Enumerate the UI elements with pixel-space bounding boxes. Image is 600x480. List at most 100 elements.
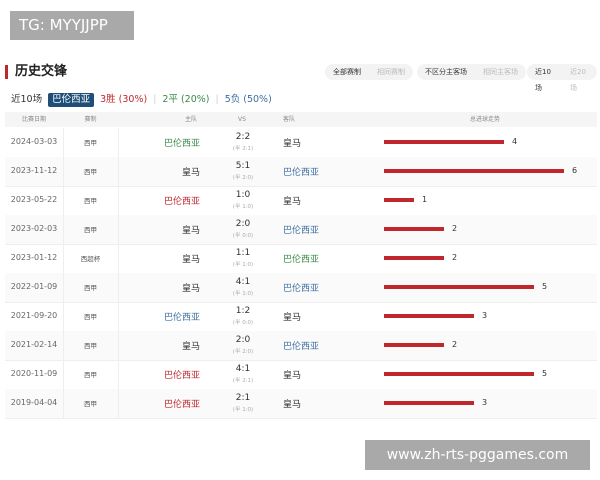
half-score: (半 1:0) bbox=[232, 204, 254, 210]
filter-last10[interactable]: 近10场 bbox=[535, 68, 551, 92]
table-row[interactable]: 2024-03-03 西甲 巴伦西亚 2:2 (半 2:1) 皇马 4 bbox=[5, 128, 597, 158]
col-comp: 赛制 bbox=[84, 116, 97, 123]
goals-count: 5 bbox=[542, 282, 548, 291]
goals-bar bbox=[384, 140, 504, 144]
half-score: (半 2:1) bbox=[232, 378, 254, 384]
goals-count: 2 bbox=[452, 253, 458, 262]
match-date: 2020-11-09 bbox=[10, 369, 58, 378]
losses: 5负 (50%) bbox=[224, 94, 272, 105]
half-score: (半 1:0) bbox=[232, 291, 254, 297]
table-row[interactable]: 2021-09-20 西甲 巴伦西亚 1:2 (半 0:0) 皇马 3 bbox=[5, 302, 597, 332]
col-date: 比赛日期 bbox=[21, 116, 46, 123]
home-team[interactable]: 皇马 bbox=[181, 342, 200, 352]
home-team[interactable]: 巴伦西亚 bbox=[163, 371, 200, 381]
table-row[interactable]: 2023-01-12 西超杯 皇马 1:1 (半 1:0) 巴伦西亚 2 bbox=[5, 244, 597, 274]
table-header: 比赛日期 赛制 主队 VS 客队 总进球走势 bbox=[5, 112, 597, 127]
goals-count: 4 bbox=[512, 137, 518, 146]
match-competition: 西甲 bbox=[84, 197, 97, 205]
home-team[interactable]: 皇马 bbox=[181, 168, 200, 178]
summary-range: 近10场 bbox=[11, 94, 43, 105]
table-row[interactable]: 2023-02-03 西甲 皇马 2:0 (半 0:0) 巴伦西亚 2 bbox=[5, 215, 597, 245]
filter-venue: 不区分主客场 相同主客场 bbox=[417, 64, 526, 80]
half-score: (半 2:0) bbox=[232, 349, 254, 355]
full-score: 1:0 bbox=[235, 190, 251, 200]
col-away: 客队 bbox=[283, 116, 296, 123]
section-header: 历史交锋 全部赛制 相同赛制 不区分主客场 相同主客场 近10场 近20场 bbox=[5, 62, 597, 92]
half-score: (半 2:0) bbox=[232, 175, 254, 181]
match-date: 2021-02-14 bbox=[10, 340, 58, 349]
filter-same-comp[interactable]: 相同赛制 bbox=[377, 68, 405, 76]
full-score: 1:2 bbox=[235, 306, 251, 316]
home-team[interactable]: 巴伦西亚 bbox=[163, 400, 200, 410]
goals-bar bbox=[384, 285, 534, 289]
half-score: (半 0:0) bbox=[232, 233, 254, 239]
match-date: 2023-05-22 bbox=[10, 195, 58, 204]
wins: 3胜 (30%) bbox=[100, 94, 148, 105]
away-team[interactable]: 皇马 bbox=[283, 371, 302, 381]
match-competition: 西甲 bbox=[84, 226, 97, 234]
full-score: 2:2 bbox=[235, 132, 251, 142]
match-date: 2023-01-12 bbox=[10, 253, 58, 262]
full-score: 5:1 bbox=[235, 161, 251, 171]
goals-bar bbox=[384, 169, 564, 173]
home-team[interactable]: 皇马 bbox=[181, 284, 200, 294]
full-score: 4:1 bbox=[235, 277, 251, 287]
table-row[interactable]: 2023-11-12 西甲 皇马 5:1 (半 2:0) 巴伦西亚 6 bbox=[5, 157, 597, 187]
match-competition: 西甲 bbox=[84, 284, 97, 292]
away-team[interactable]: 巴伦西亚 bbox=[283, 255, 320, 265]
match-competition: 西甲 bbox=[84, 342, 97, 350]
filter-same-venue[interactable]: 相同主客场 bbox=[483, 68, 518, 76]
away-team[interactable]: 皇马 bbox=[283, 313, 302, 323]
goals-bar bbox=[384, 227, 444, 231]
away-team[interactable]: 皇马 bbox=[283, 197, 302, 207]
goals-count: 1 bbox=[422, 195, 428, 204]
home-team[interactable]: 巴伦西亚 bbox=[163, 139, 200, 149]
away-team[interactable]: 皇马 bbox=[283, 400, 302, 410]
summary-bar: 近10场 巴伦西亚 3胜 (30%) | 2平 (20%) | 5负 (50%) bbox=[5, 90, 597, 110]
watermark-top: TG: MYYJJPP bbox=[10, 11, 134, 40]
home-team[interactable]: 皇马 bbox=[181, 255, 200, 265]
goals-count: 6 bbox=[572, 166, 578, 175]
match-competition: 西甲 bbox=[84, 400, 97, 408]
table-row[interactable]: 2019-04-04 西甲 巴伦西亚 2:1 (半 1:0) 皇马 3 bbox=[5, 389, 597, 419]
half-score: (半 1:0) bbox=[232, 262, 254, 268]
goals-count: 2 bbox=[452, 224, 458, 233]
filter-any-venue[interactable]: 不区分主客场 bbox=[425, 68, 467, 76]
match-date: 2024-03-03 bbox=[10, 137, 58, 146]
match-date: 2022-01-09 bbox=[10, 282, 58, 291]
away-team[interactable]: 巴伦西亚 bbox=[283, 284, 320, 294]
watermark-bottom: www.zh-rts-pggames.com bbox=[365, 440, 590, 470]
away-team[interactable]: 巴伦西亚 bbox=[283, 342, 320, 352]
match-date: 2019-04-04 bbox=[10, 398, 58, 407]
full-score: 4:1 bbox=[235, 364, 251, 374]
match-competition: 西甲 bbox=[84, 313, 97, 321]
home-team[interactable]: 巴伦西亚 bbox=[163, 313, 200, 323]
away-team[interactable]: 皇马 bbox=[283, 139, 302, 149]
goals-bar bbox=[384, 372, 534, 376]
match-competition: 西甲 bbox=[84, 139, 97, 147]
table-row[interactable]: 2022-01-09 西甲 皇马 4:1 (半 1:0) 巴伦西亚 5 bbox=[5, 273, 597, 303]
match-competition: 西甲 bbox=[84, 371, 97, 379]
home-team[interactable]: 巴伦西亚 bbox=[163, 197, 200, 207]
goals-bar bbox=[384, 198, 414, 202]
goals-count: 2 bbox=[452, 340, 458, 349]
home-team[interactable]: 皇马 bbox=[181, 226, 200, 236]
filter-count: 近10场 近20场 bbox=[527, 64, 597, 92]
filter-last20[interactable]: 近20场 bbox=[570, 68, 586, 92]
goals-count: 3 bbox=[482, 398, 488, 407]
goals-bar bbox=[384, 256, 444, 260]
table-row[interactable]: 2023-05-22 西甲 巴伦西亚 1:0 (半 1:0) 皇马 1 bbox=[5, 186, 597, 216]
away-team[interactable]: 巴伦西亚 bbox=[283, 168, 320, 178]
filter-all-comp[interactable]: 全部赛制 bbox=[333, 68, 361, 76]
away-team[interactable]: 巴伦西亚 bbox=[283, 226, 320, 236]
col-goals: 总进球走势 bbox=[470, 116, 501, 123]
match-date: 2023-11-12 bbox=[10, 166, 58, 175]
table-row[interactable]: 2020-11-09 西甲 巴伦西亚 4:1 (半 2:1) 皇马 5 bbox=[5, 360, 597, 390]
full-score: 2:1 bbox=[235, 393, 251, 403]
table-row[interactable]: 2021-02-14 西甲 皇马 2:0 (半 2:0) 巴伦西亚 2 bbox=[5, 331, 597, 361]
goals-count: 5 bbox=[542, 369, 548, 378]
col-vs: VS bbox=[238, 116, 246, 123]
half-score: (半 0:0) bbox=[232, 320, 254, 326]
full-score: 2:0 bbox=[235, 219, 251, 229]
draws: 2平 (20%) bbox=[162, 94, 210, 105]
